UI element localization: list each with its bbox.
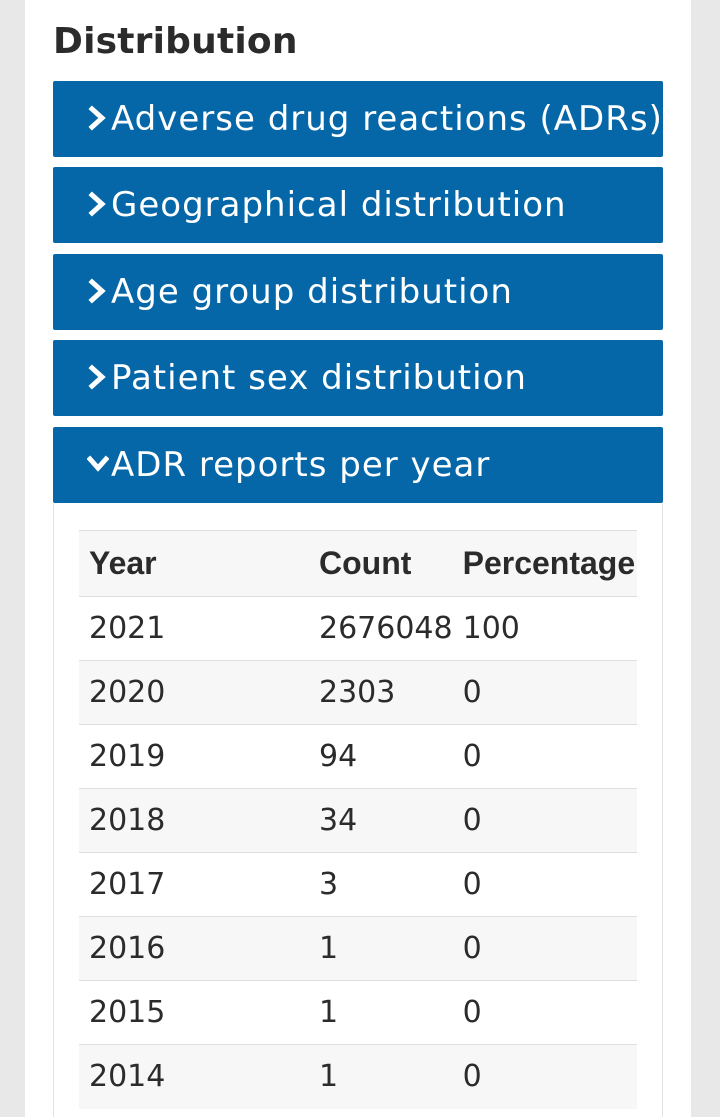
accordion-label: ADR reports per year	[111, 445, 491, 485]
cell-count: 1	[309, 980, 453, 1045]
accordion-label: Geographical distribution	[111, 185, 567, 225]
cell-year: 2018	[79, 788, 309, 853]
cell-year: 2015	[79, 980, 309, 1045]
cell-count: 34	[309, 788, 453, 853]
cell-count: 1	[309, 1044, 453, 1109]
cell-percentage: 0	[452, 852, 637, 917]
accordion-patient-sex-distribution[interactable]: Patient sex distribution	[53, 340, 663, 416]
chevron-right-icon	[88, 191, 106, 217]
cell-year: 2021	[79, 596, 309, 661]
cell-count: 94	[309, 724, 453, 789]
table-header-row: Year Count Percentage	[79, 530, 637, 597]
cell-percentage: 0	[452, 1044, 637, 1109]
cell-count: 3	[309, 852, 453, 917]
table-row: 2021 2676048 100	[79, 596, 637, 661]
table-row: 2016 1 0	[79, 916, 637, 981]
accordion-adr-reports-per-year[interactable]: ADR reports per year	[53, 427, 663, 503]
table-row: 2020 2303 0	[79, 660, 637, 725]
header-count: Count	[309, 530, 453, 597]
cell-percentage: 0	[452, 788, 637, 853]
cell-year: 2016	[79, 916, 309, 981]
table-row: 2014 1 0	[79, 1044, 637, 1109]
chevron-down-icon	[87, 455, 109, 472]
cell-year: 2019	[79, 724, 309, 789]
table-row: 2018 34 0	[79, 788, 637, 853]
accordion-label: Adverse drug reactions (ADRs)	[111, 99, 663, 139]
accordion-adverse-drug-reactions[interactable]: Adverse drug reactions (ADRs)	[53, 81, 663, 157]
accordion-label: Patient sex distribution	[111, 358, 527, 398]
cell-year: 2014	[79, 1044, 309, 1109]
section-title: Distribution	[53, 21, 298, 62]
cell-percentage: 0	[452, 916, 637, 981]
cell-year: 2020	[79, 660, 309, 725]
table-row: 2015 1 0	[79, 980, 637, 1045]
chevron-right-icon	[88, 364, 106, 390]
adr-reports-table: Year Count Percentage 2021 2676048 100 2…	[79, 530, 637, 1109]
cell-count: 1	[309, 916, 453, 981]
cell-year: 2017	[79, 852, 309, 917]
header-percentage: Percentage	[452, 530, 637, 597]
header-year: Year	[79, 530, 309, 597]
chevron-right-icon	[88, 105, 106, 131]
cell-percentage: 0	[452, 980, 637, 1045]
cell-percentage: 0	[452, 660, 637, 725]
accordion-label: Age group distribution	[111, 272, 513, 312]
cell-count: 2676048	[309, 596, 453, 661]
accordion-age-group-distribution[interactable]: Age group distribution	[53, 254, 663, 330]
cell-percentage: 0	[452, 724, 637, 789]
cell-count: 2303	[309, 660, 453, 725]
cell-percentage: 100	[452, 596, 637, 661]
chevron-right-icon	[88, 278, 106, 304]
table-row: 2019 94 0	[79, 724, 637, 789]
accordion-geographical-distribution[interactable]: Geographical distribution	[53, 167, 663, 243]
table-row: 2017 3 0	[79, 852, 637, 917]
